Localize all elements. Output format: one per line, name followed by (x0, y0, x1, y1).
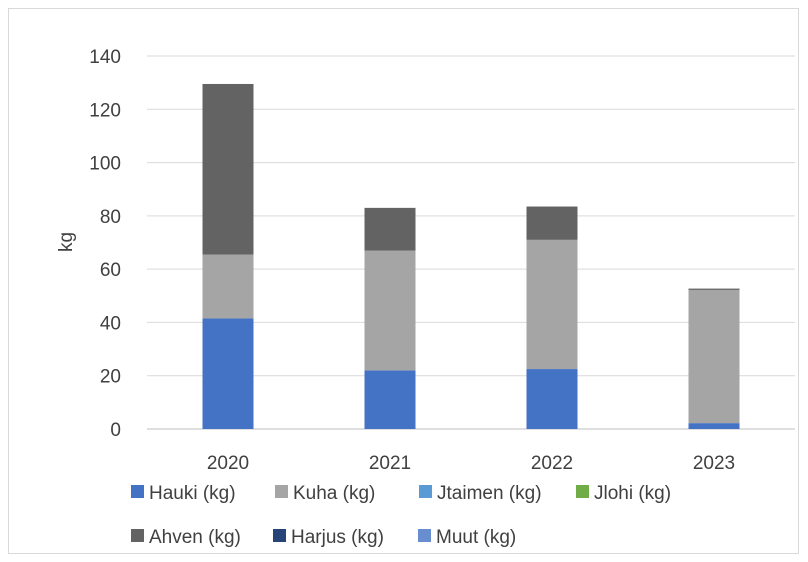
bar-segment (526, 369, 578, 429)
x-tick-label: 2021 (369, 453, 411, 474)
bars (202, 83, 740, 429)
bar-segment (202, 254, 254, 319)
y-tick-label: 80 (100, 207, 121, 228)
y-axis-ticks: 0 20 40 60 80 100 120 140 (89, 47, 121, 441)
y-tick-label: 0 (110, 420, 121, 441)
y-tick-label: 20 (100, 367, 121, 388)
legend-swatch (576, 485, 589, 498)
legend-label: Harjus (kg) (291, 527, 384, 548)
x-axis-ticks: 2020 2021 2022 2023 (207, 453, 735, 474)
bar-segment (688, 288, 740, 290)
legend-swatch (419, 485, 432, 498)
x-tick-label: 2023 (693, 453, 735, 474)
bar-segment (202, 83, 254, 255)
y-tick-label: 60 (100, 260, 121, 281)
y-tick-label: 120 (89, 100, 121, 121)
y-axis-label: kg (56, 232, 77, 252)
x-tick-label: 2020 (207, 453, 249, 474)
bar-segment (688, 289, 740, 424)
bar-segment (364, 370, 416, 429)
legend-swatch (418, 529, 431, 542)
legend: Hauki (kg) Kuha (kg) Jtaimen (kg) Jlohi (kg… (131, 483, 671, 548)
legend-label: Kuha (kg) (293, 483, 375, 504)
legend-swatch (131, 529, 144, 542)
y-tick-label: 40 (100, 313, 121, 334)
legend-label: Jtaimen (kg) (437, 483, 542, 504)
bar-segment (526, 206, 578, 240)
bar-segment (202, 318, 254, 429)
legend-label: Muut (kg) (436, 527, 516, 548)
bar-segment (364, 207, 416, 251)
legend-swatch (275, 485, 288, 498)
bar-segment (526, 239, 578, 370)
legend-swatch (131, 485, 144, 498)
legend-swatch (273, 529, 286, 542)
x-tick-label: 2022 (531, 453, 573, 474)
gridlines (147, 55, 795, 430)
legend-label: Hauki (kg) (149, 483, 236, 504)
legend-label: Ahven (kg) (149, 527, 241, 548)
bar-segment (364, 250, 416, 371)
y-tick-label: 140 (89, 47, 121, 68)
legend-label: Jlohi (kg) (594, 483, 671, 504)
y-tick-label: 100 (89, 154, 121, 175)
bar-segment (688, 423, 740, 429)
